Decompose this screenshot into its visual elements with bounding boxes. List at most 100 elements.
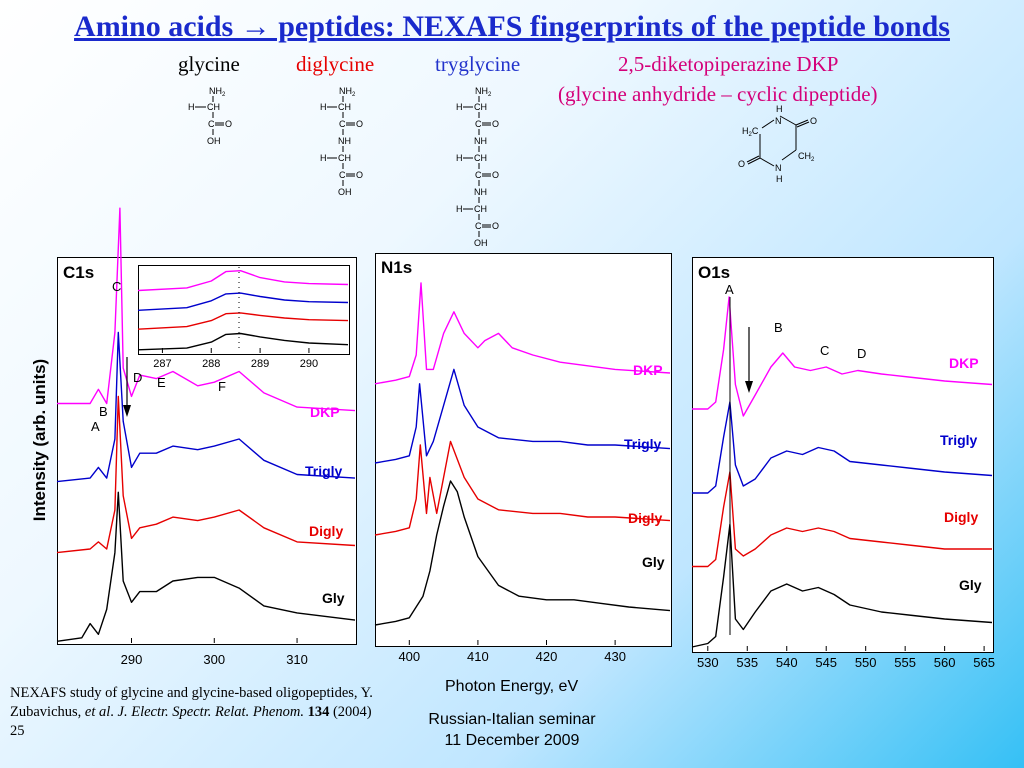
o1s-arrow-head <box>745 381 753 393</box>
n1s-xtick-label: 430 <box>604 649 626 664</box>
c1s-inset-xtick-label: 290 <box>300 358 318 370</box>
svg-text:OH: OH <box>338 187 352 197</box>
c1s-peak-c: C <box>112 279 122 294</box>
o1s-xtick-label: 560 <box>934 655 956 670</box>
dkp-structure: H N H2C O O CH2 N H <box>738 104 817 184</box>
c1s-xtick-label: 300 <box>203 652 225 667</box>
reference-citation: NEXAFS study of glycine and glycine-base… <box>10 684 375 741</box>
svg-text:H: H <box>320 102 327 112</box>
svg-text:CH: CH <box>338 153 351 163</box>
c1s-inset-series-digly <box>137 312 349 330</box>
svg-text:C: C <box>339 119 346 129</box>
svg-text:N: N <box>775 163 782 173</box>
svg-text:H: H <box>456 102 463 112</box>
svg-text:C: C <box>475 221 482 231</box>
c1s-inset-series-trigly <box>137 292 349 311</box>
c1s-xtick-label: 310 <box>286 652 308 667</box>
svg-text:CH2: CH2 <box>798 151 815 163</box>
n1s-label-dkp: DKP <box>633 362 663 378</box>
svg-text:NH: NH <box>338 136 351 146</box>
c1s-series-gly <box>56 491 356 642</box>
seminar-date: 11 December 2009 <box>444 732 580 749</box>
molecule-name-tryglycine: tryglycine <box>435 52 521 76</box>
svg-text:CH: CH <box>474 102 487 112</box>
slide-title: Amino acids → peptides: NEXAFS fingerpri… <box>74 10 950 43</box>
c1s-inset-xtick-label: 289 <box>251 358 269 370</box>
svg-text:H2C: H2C <box>742 126 759 138</box>
n1s-panel <box>375 253 672 647</box>
n1s-chart: 400 410 420 430 <box>374 282 671 664</box>
c1s-arrow-head <box>123 405 131 417</box>
c1s-peak-e: E <box>157 375 166 390</box>
molecule-name-glycine: glycine <box>178 52 240 76</box>
c1s-inset-xtick-label: 288 <box>202 358 220 370</box>
o1s-peak-c: C <box>820 343 830 358</box>
svg-text:O: O <box>356 170 363 180</box>
svg-text:CH: CH <box>207 102 220 112</box>
o1s-xtick-label: 540 <box>776 655 798 670</box>
n1s-series-gly <box>374 480 671 626</box>
o1s-label-trigly: Trigly <box>940 432 978 448</box>
n1s-label-digly: Digly <box>628 510 663 526</box>
reference-text-a: NEXAFS study of glycine and glycine-base… <box>10 685 373 720</box>
o1s-xtick-label: 535 <box>736 655 758 670</box>
o1s-label-gly: Gly <box>959 577 982 593</box>
o1s-xtick-label: 565 <box>973 655 995 670</box>
c1s-xtick-label: 290 <box>121 652 143 667</box>
o1s-xtick-label: 530 <box>697 655 719 670</box>
svg-text:OH: OH <box>207 136 221 146</box>
svg-text:H: H <box>776 104 783 114</box>
n1s-xtick-label: 410 <box>467 649 489 664</box>
c1s-peak-d: D <box>133 370 143 385</box>
svg-text:NH2: NH2 <box>475 86 492 98</box>
svg-text:O: O <box>492 119 499 129</box>
c1s-label-gly: Gly <box>322 590 345 606</box>
svg-text:CH: CH <box>338 102 351 112</box>
o1s-series-dkp <box>692 296 993 417</box>
o1s-panel-label: O1s <box>698 263 731 282</box>
svg-text:N: N <box>775 116 782 126</box>
svg-text:O: O <box>492 221 499 231</box>
svg-text:O: O <box>810 116 817 126</box>
x-axis-title: Photon Energy, eV <box>445 678 579 695</box>
c1s-chart: 290 300 310 <box>56 207 356 667</box>
svg-text:H: H <box>320 153 327 163</box>
o1s-series-gly <box>691 523 993 648</box>
o1s-chart: 530 535 540 545 550 555 560 565 <box>691 296 995 670</box>
reference-year-pages: (2004) 25 <box>10 704 372 739</box>
o1s-series-trigly <box>692 401 993 494</box>
o1s-panel <box>692 257 994 653</box>
c1s-inset-panel <box>138 265 350 355</box>
reference-text-b: . <box>110 704 118 720</box>
svg-text:H: H <box>188 102 195 112</box>
svg-text:O: O <box>356 119 363 129</box>
c1s-series-digly <box>56 395 356 554</box>
n1s-label-trigly: Trigly <box>624 436 662 452</box>
c1s-series-dkp <box>57 207 356 412</box>
svg-text:NH: NH <box>474 136 487 146</box>
svg-text:O: O <box>738 159 745 169</box>
seminar-name: Russian-Italian seminar <box>428 711 596 728</box>
n1s-series-dkp <box>374 282 671 385</box>
svg-text:CH: CH <box>474 204 487 214</box>
svg-text:O: O <box>492 170 499 180</box>
molecule-name-diglycine: diglycine <box>296 52 375 76</box>
c1s-label-dkp: DKP <box>310 404 340 420</box>
svg-text:NH: NH <box>474 187 487 197</box>
c1s-panel-label: C1s <box>63 263 95 282</box>
seminar-info: Russian-Italian seminar 11 December 2009 <box>402 709 622 751</box>
n1s-label-gly: Gly <box>642 554 665 570</box>
reference-etal: et al <box>84 704 111 720</box>
o1s-peak-a: A <box>725 282 734 297</box>
c1s-inset-series-dkp <box>137 269 349 292</box>
svg-text:C: C <box>475 170 482 180</box>
c1s-peak-a: A <box>91 419 100 434</box>
molecule-name-dkp: 2,5-diketopiperazine DKP <box>618 52 839 76</box>
c1s-series-trigly <box>56 331 356 483</box>
o1s-peak-d: D <box>857 346 867 361</box>
svg-text:C: C <box>475 119 482 129</box>
svg-text:H: H <box>456 153 463 163</box>
svg-text:OH: OH <box>474 238 488 248</box>
svg-text:C: C <box>339 170 346 180</box>
